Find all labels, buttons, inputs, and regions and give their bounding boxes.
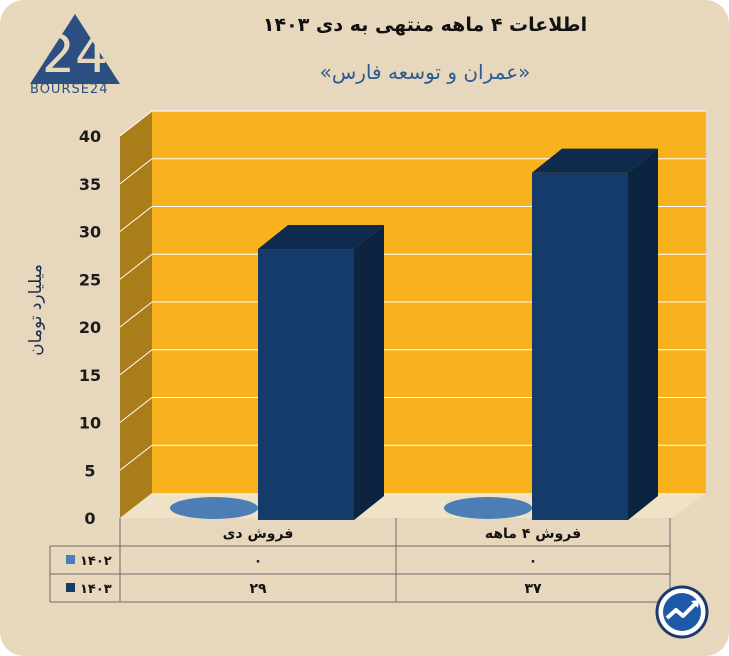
y-tick-label: 0 [84, 509, 95, 528]
bourse24-logo: 24 [28, 12, 123, 104]
bar-top [532, 148, 658, 173]
gridline-side [119, 397, 153, 423]
data-label: ۲۹ [249, 581, 267, 597]
bar-side [354, 225, 384, 521]
chart-title: اطلاعات ۴ ماهه منتهی به دی ۱۴۰۳ [262, 14, 588, 36]
legend-label: ۱۴۰۲ [80, 554, 112, 569]
bar-side [628, 148, 658, 520]
data-label: ۰ [254, 553, 263, 569]
x-category-label: فروش ۴ ماهه [485, 526, 581, 542]
brand-name: BOURSE24 [30, 82, 109, 97]
legend-label: ۱۴۰۳ [80, 582, 112, 597]
data-label: ۰ [529, 553, 538, 569]
y-tick-label: 15 [79, 366, 101, 385]
y-tick-label: 10 [79, 414, 101, 433]
legend-swatch [66, 555, 75, 564]
gridline-side [119, 110, 153, 137]
legend-swatch [66, 583, 75, 592]
bar-top [258, 225, 384, 250]
gridline-side [119, 206, 153, 232]
chart-subtitle: «عمران و توسعه فارس» [319, 60, 531, 84]
gridline-side [119, 253, 153, 280]
gridline-side [119, 349, 153, 376]
x-category-label: فروش دی [223, 526, 294, 542]
y-tick-label: 30 [79, 223, 101, 242]
growth-arrow-icon [655, 585, 709, 639]
bar [258, 249, 354, 521]
data-label: ۳۷ [524, 581, 542, 597]
gridline-side [119, 444, 153, 471]
gridline-side [119, 301, 153, 328]
y-tick-label: 25 [79, 270, 101, 289]
gridline-side [119, 158, 153, 185]
y-tick-label: 5 [84, 461, 95, 480]
svg-text:24: 24 [42, 25, 108, 85]
bar [532, 172, 628, 520]
bar-zero-disc [444, 497, 532, 519]
y-tick-label: 40 [79, 127, 101, 146]
y-tick-label: 20 [79, 318, 101, 337]
y-tick-label: 35 [79, 175, 101, 194]
bar-zero-disc [170, 497, 258, 519]
